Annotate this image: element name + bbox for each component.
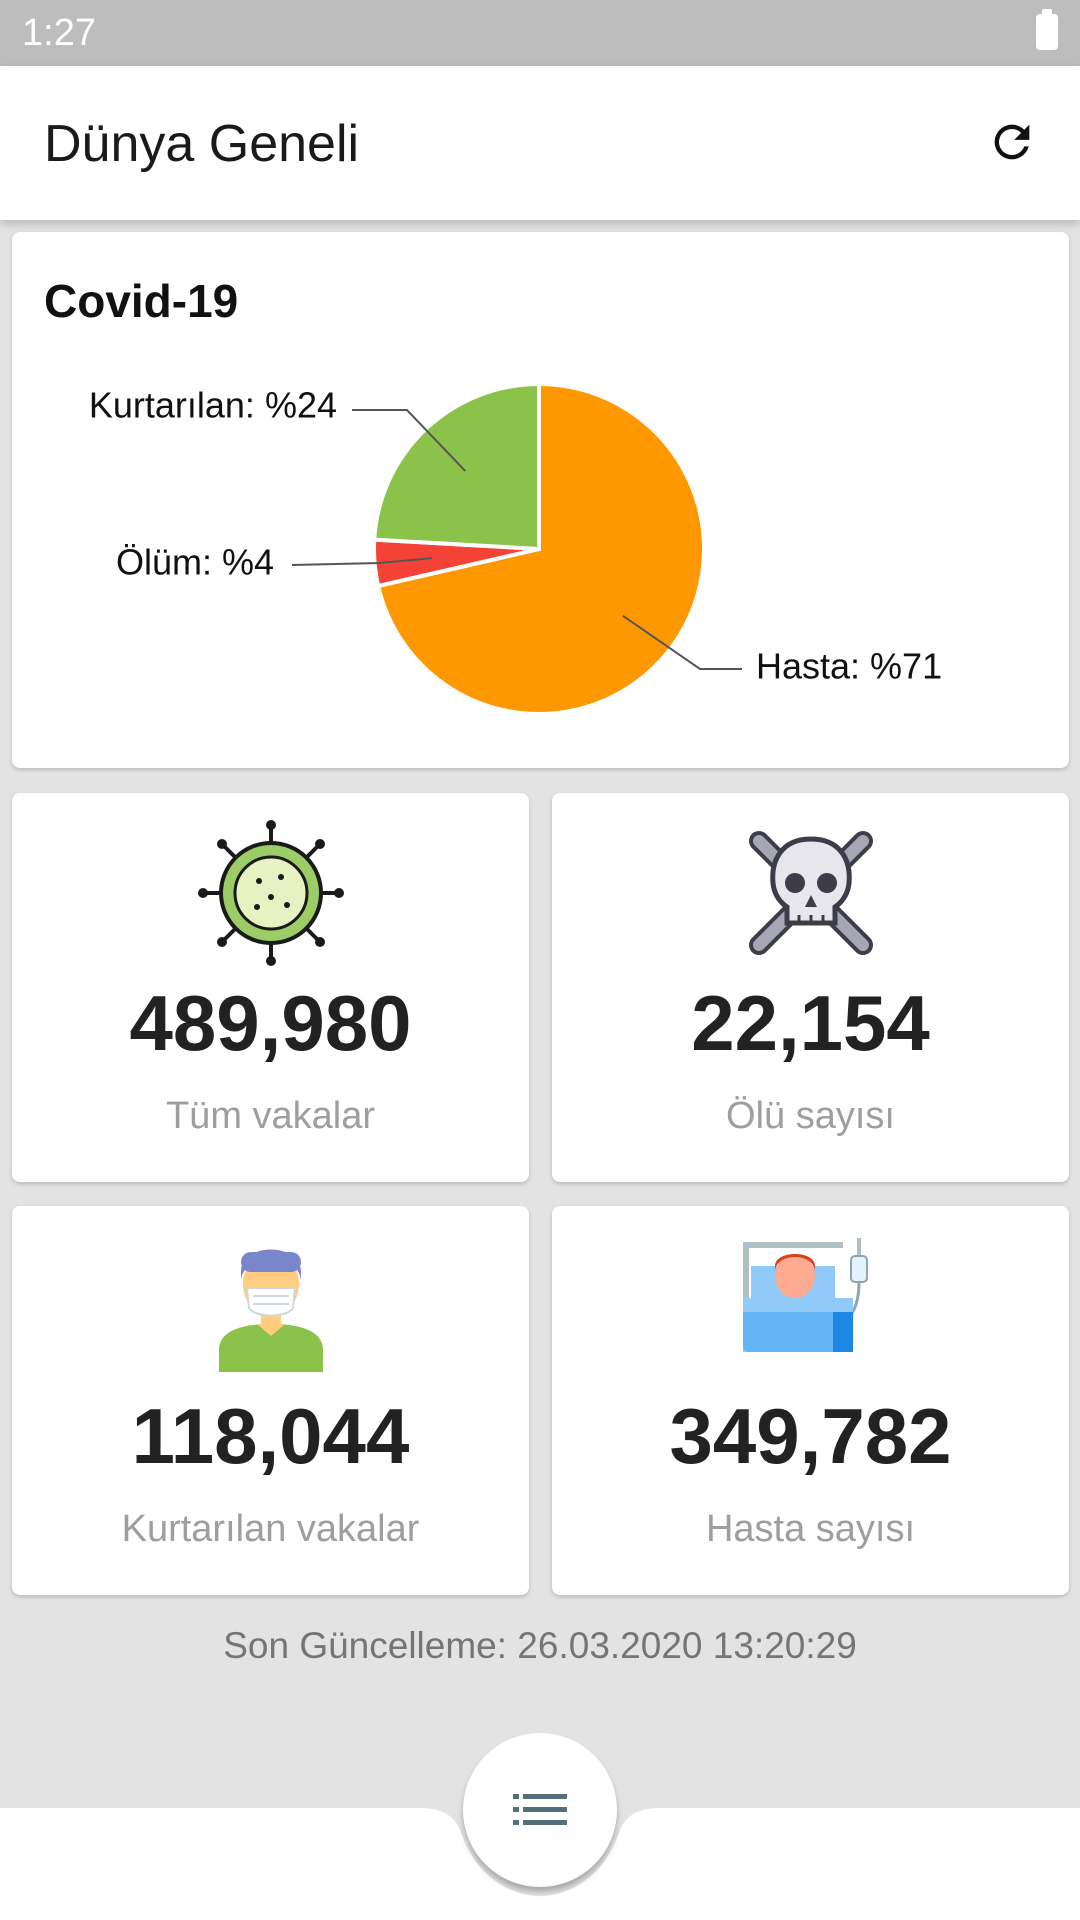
total-cases-value: 489,980 <box>129 979 412 1067</box>
chart-title: Covid-19 <box>44 275 239 327</box>
recovered-label: Kurtarılan vakalar <box>121 1508 420 1550</box>
total-cases-label: Tüm vakalar <box>165 1095 376 1137</box>
skull-crossbones-icon <box>748 831 873 955</box>
pie-slice-0 <box>375 381 706 716</box>
patients-label: Hasta sayısı <box>705 1508 916 1550</box>
pie-slice-2 <box>372 381 541 552</box>
refresh-button[interactable] <box>972 102 1052 182</box>
page-title: Dünya Geneli <box>44 115 360 173</box>
stat-card-patients: 349,782 Hasta sayısı <box>552 1206 1069 1595</box>
bottom-app-bar <box>0 1808 1080 1920</box>
recovered-value: 118,044 <box>131 1392 410 1480</box>
battery-icon <box>1036 9 1058 50</box>
status-bar: 1:27 <box>0 0 1080 66</box>
list-icon <box>513 1794 567 1825</box>
list-fab-button[interactable] <box>463 1733 617 1887</box>
stat-card-deaths: 22,154 Ölü sayısı <box>552 793 1069 1182</box>
pie-label-0: Hasta: %71 <box>756 646 942 687</box>
deaths-value: 22,154 <box>691 979 930 1067</box>
virus-icon <box>197 820 344 966</box>
app-bar: Dünya Geneli <box>0 66 1080 220</box>
last-update-text: Son Güncelleme: 26.03.2020 13:20:29 <box>223 1625 857 1666</box>
pie-label-1: Ölüm: %4 <box>116 542 274 583</box>
patients-value: 349,782 <box>669 1392 952 1480</box>
hospital-bed-patient-icon <box>742 1238 868 1352</box>
pie-label-leader-1 <box>291 557 433 566</box>
refresh-icon <box>994 124 1030 160</box>
stat-card-total-cases: 489,980 Tüm vakalar <box>12 793 529 1182</box>
pie-label-leader-0 <box>622 614 742 670</box>
stat-card-recovered: 118,044 Kurtarılan vakalar <box>12 1206 529 1595</box>
masked-person-icon <box>218 1249 323 1372</box>
chart-card: Covid-19 Hasta: %71 Ölüm: %4 Kurtarılan: %… <box>12 232 1069 768</box>
status-time: 1:27 <box>22 12 96 54</box>
pie-label-2: Kurtarılan: %24 <box>89 385 337 426</box>
pie-label-leader-2 <box>352 409 467 472</box>
pie-chart: Hasta: %71 Ölüm: %4 Kurtarılan: %24 <box>89 381 942 716</box>
deaths-label: Ölü sayısı <box>726 1095 895 1137</box>
